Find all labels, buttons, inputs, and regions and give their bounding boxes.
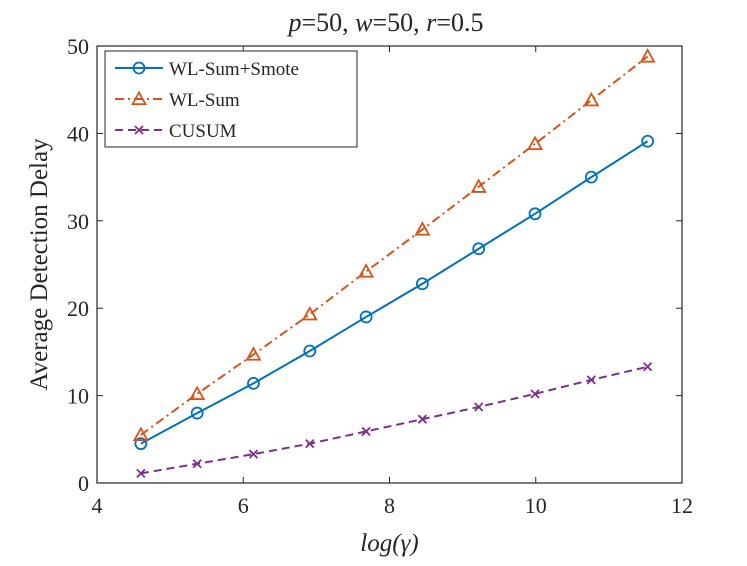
data-point-cusum — [361, 426, 371, 437]
series-layer — [132, 48, 656, 479]
legend-label-wl-sum: WL-Sum — [169, 90, 240, 111]
series-line-cusum — [140, 365, 648, 475]
x-tick-label: 10 — [525, 493, 547, 518]
data-point-cusum — [305, 439, 315, 449]
data-point-wl-sum-smote — [416, 277, 429, 291]
y-tick-label: 50 — [67, 34, 89, 59]
data-point-cusum — [474, 402, 484, 412]
data-point-wl-sum-smote — [528, 207, 542, 221]
legend-label-wl-sum-smote: WL-Sum+Smote — [169, 59, 299, 80]
legend-entry-cusum: CUSUM — [115, 121, 237, 142]
data-point-wl-sum — [414, 221, 431, 236]
y-axis-label: Average Detection Delay — [26, 138, 53, 391]
data-point-wl-sum — [132, 426, 149, 442]
series-cusum — [136, 362, 653, 479]
data-point-wl-sum — [526, 135, 544, 150]
data-point-cusum — [642, 362, 653, 372]
legend: WL-Sum+Smote WL-Sum CUSUM — [104, 50, 358, 148]
legend-entries: WL-Sum+Smote WL-Sum CUSUM — [115, 59, 299, 142]
data-point-wl-sum-smote — [472, 242, 486, 256]
data-point-wl-sum — [189, 385, 206, 400]
data-point-wl-sum — [639, 48, 656, 63]
data-point-wl-sum — [358, 263, 375, 278]
y-tick-label: 0 — [78, 471, 89, 496]
x-tick-label: 12 — [671, 493, 693, 518]
y-tick-label: 30 — [67, 209, 89, 234]
legend-label-cusum: CUSUM — [169, 121, 237, 142]
data-point-wl-sum-smote — [584, 170, 598, 184]
legend-marker-wl-sum — [130, 90, 148, 106]
legend-marker-wl-sum-smote — [132, 61, 146, 75]
data-point-cusum — [586, 375, 596, 385]
legend-entry-wl-sum-smote: WL-Sum+Smote — [115, 59, 299, 80]
data-point-wl-sum-smote — [247, 376, 260, 390]
legend-marker-cusum — [134, 125, 144, 135]
x-tick-label: 8 — [384, 493, 395, 518]
data-point-wl-sum-smote — [303, 344, 317, 358]
x-axis-label: log(γ) — [360, 530, 418, 557]
series-line-wl-sum-smote — [140, 140, 649, 445]
series-wl-sum-smote — [134, 134, 655, 451]
data-point-wl-sum-smote — [359, 310, 373, 324]
data-point-wl-sum — [245, 346, 262, 361]
data-point-cusum — [248, 449, 259, 459]
x-tick-label: 4 — [92, 493, 103, 518]
y-tick-label: 10 — [67, 384, 89, 409]
series-wl-sum — [132, 48, 656, 442]
data-point-wl-sum-smote — [190, 406, 204, 420]
data-point-wl-sum-smote — [641, 134, 655, 148]
data-point-cusum — [192, 459, 202, 469]
data-point-wl-sum — [470, 178, 487, 193]
y-tick-label: 20 — [67, 296, 89, 321]
x-tick-label: 6 — [238, 493, 249, 518]
legend-entry-wl-sum: WL-Sum — [115, 90, 240, 111]
y-tick-label: 40 — [67, 121, 89, 146]
data-point-wl-sum — [583, 91, 600, 107]
chart-title: p=50, w=50, r=0.5 — [287, 8, 484, 37]
data-point-wl-sum-smote — [134, 437, 148, 451]
data-point-cusum — [417, 414, 428, 424]
data-point-wl-sum — [301, 305, 318, 321]
data-point-cusum — [136, 468, 146, 479]
axes-ticks: 4 6 8 10 12 0 10 20 30 40 50 — [67, 34, 693, 518]
data-point-cusum — [530, 389, 540, 399]
